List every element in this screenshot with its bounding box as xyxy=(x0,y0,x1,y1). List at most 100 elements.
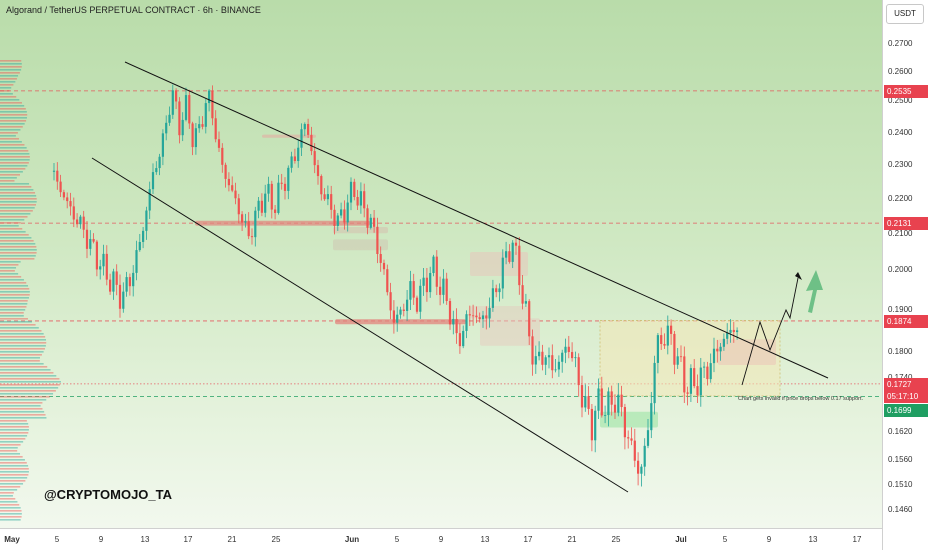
volume-bar xyxy=(0,60,22,62)
candle-body xyxy=(610,391,613,405)
volume-bar xyxy=(0,360,40,362)
candle-body xyxy=(435,256,438,287)
candle-body xyxy=(415,297,419,312)
candle-body xyxy=(514,242,518,246)
volume-bar xyxy=(0,186,32,188)
candle-body xyxy=(650,403,653,431)
candle-body xyxy=(323,194,326,200)
candle-body xyxy=(85,229,89,249)
volume-bar xyxy=(0,399,47,401)
candle-body xyxy=(138,241,141,251)
volume-bar xyxy=(0,420,27,422)
currency-selector[interactable]: USDT xyxy=(886,4,924,24)
volume-bar xyxy=(0,303,28,305)
candle-body xyxy=(505,251,508,258)
candle-body xyxy=(587,396,590,409)
volume-bar xyxy=(0,429,29,431)
volume-bar xyxy=(0,354,42,356)
candle-body xyxy=(52,170,56,172)
volume-bar xyxy=(0,69,22,71)
descending-channel xyxy=(91,61,829,493)
volume-bar xyxy=(0,351,44,353)
volume-bar xyxy=(0,192,36,194)
volume-bar xyxy=(0,210,33,212)
candle-body xyxy=(429,273,432,293)
candle-body xyxy=(59,181,62,193)
candle-body xyxy=(142,230,145,242)
volume-bar xyxy=(0,510,22,512)
volume-bar xyxy=(0,264,19,266)
candle-body xyxy=(234,190,237,199)
candle-body xyxy=(445,278,448,302)
volume-bar xyxy=(0,177,17,179)
candle-body xyxy=(511,242,514,262)
candle-body xyxy=(732,329,735,333)
candle-body xyxy=(716,348,719,352)
y-tick-label: 0.1560 xyxy=(888,455,913,464)
candle-body xyxy=(392,310,395,323)
candle-body xyxy=(663,343,666,346)
volume-bar xyxy=(0,189,34,191)
price-axis[interactable] xyxy=(882,0,932,550)
x-tick-label: Jun xyxy=(344,535,360,544)
volume-bar xyxy=(0,225,19,227)
volume-bar xyxy=(0,111,27,113)
candle-body xyxy=(171,90,174,115)
volume-bar xyxy=(0,333,44,335)
candle-body xyxy=(706,366,709,380)
candle-body xyxy=(508,251,511,262)
candle-body xyxy=(584,396,587,408)
time-axis[interactable] xyxy=(0,528,882,550)
volume-bar xyxy=(0,207,35,209)
volume-bar xyxy=(0,279,24,281)
y-tick-label: 0.2200 xyxy=(888,194,913,203)
candle-body xyxy=(564,346,567,353)
x-tick-label: 13 xyxy=(480,535,490,544)
candle-body xyxy=(208,90,211,104)
candle-body xyxy=(373,217,376,227)
x-tick-label: 5 xyxy=(394,535,400,544)
candle-body xyxy=(257,200,260,211)
zone-box xyxy=(718,339,776,365)
volume-bar xyxy=(0,96,17,98)
zone-box xyxy=(600,411,658,428)
x-tick-label: 25 xyxy=(271,535,281,544)
candle-body xyxy=(250,236,254,238)
candle-body xyxy=(439,286,442,295)
volume-bar xyxy=(0,513,22,515)
candle-body xyxy=(409,281,412,300)
zone-box xyxy=(333,227,388,234)
candle-body xyxy=(719,346,722,352)
candle-body xyxy=(168,114,171,123)
candle-body xyxy=(419,285,422,312)
volume-bar xyxy=(0,447,18,449)
candle-body xyxy=(102,253,105,267)
candle-body xyxy=(158,156,161,169)
candle-body xyxy=(547,355,551,358)
plot-area[interactable] xyxy=(0,0,882,528)
candle-body xyxy=(406,299,409,311)
y-tick-label: 0.2600 xyxy=(888,67,913,76)
candle-body xyxy=(290,156,293,168)
volume-bar xyxy=(0,498,16,500)
volume-bar xyxy=(0,402,43,404)
chart-canvas[interactable] xyxy=(0,0,882,528)
candle-body xyxy=(686,392,689,394)
candle-body xyxy=(82,216,85,230)
candle-body xyxy=(432,256,435,274)
volume-bar xyxy=(0,141,22,143)
candle-body xyxy=(722,338,725,347)
zone-box xyxy=(335,319,466,325)
candle-body xyxy=(538,351,541,357)
volume-bar xyxy=(0,204,37,206)
volume-bar xyxy=(0,504,20,506)
candle-body xyxy=(303,123,306,130)
volume-bar xyxy=(0,330,42,332)
candle-body xyxy=(165,122,168,134)
zone-box xyxy=(600,320,780,396)
candle-body xyxy=(260,200,263,213)
candle-body xyxy=(330,194,333,210)
candle-body xyxy=(359,191,362,206)
volume-bar xyxy=(0,216,28,218)
candle-body xyxy=(465,314,468,331)
